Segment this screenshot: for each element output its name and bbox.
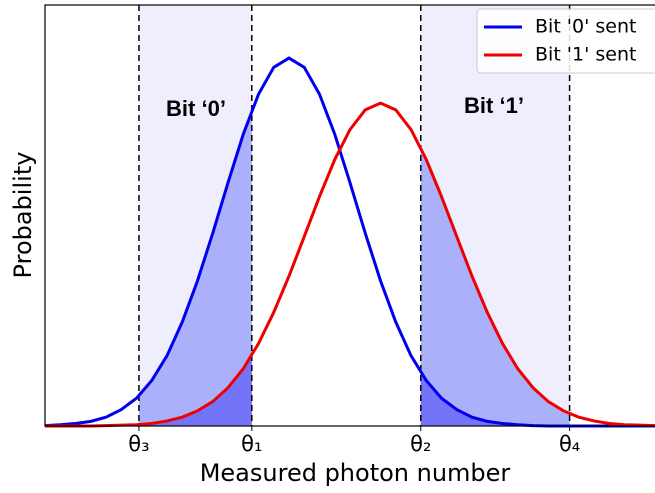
x-tick-label: θ₃ [128, 432, 149, 456]
annotation: Bit ‘1’ [464, 93, 524, 118]
x-tick-label: θ₁ [241, 432, 262, 456]
shaded-area [420, 148, 570, 426]
x-axis-label: Measured photon number [200, 459, 511, 487]
shaded-area [138, 354, 252, 426]
curve [45, 101, 655, 428]
x-tick-label: θ₂ [410, 432, 431, 456]
legend-label: Bit '0' sent [535, 16, 636, 38]
x-tick-label: θ₄ [559, 432, 580, 456]
shaded-area [138, 111, 252, 427]
legend-label: Bit '1' sent [535, 44, 636, 66]
y-axis-label: Probability [9, 152, 37, 279]
shaded-area [420, 371, 570, 426]
plot-frame [44, 4, 655, 427]
legend-box [476, 8, 655, 74]
annotation: Bit ‘0’ [166, 96, 226, 121]
